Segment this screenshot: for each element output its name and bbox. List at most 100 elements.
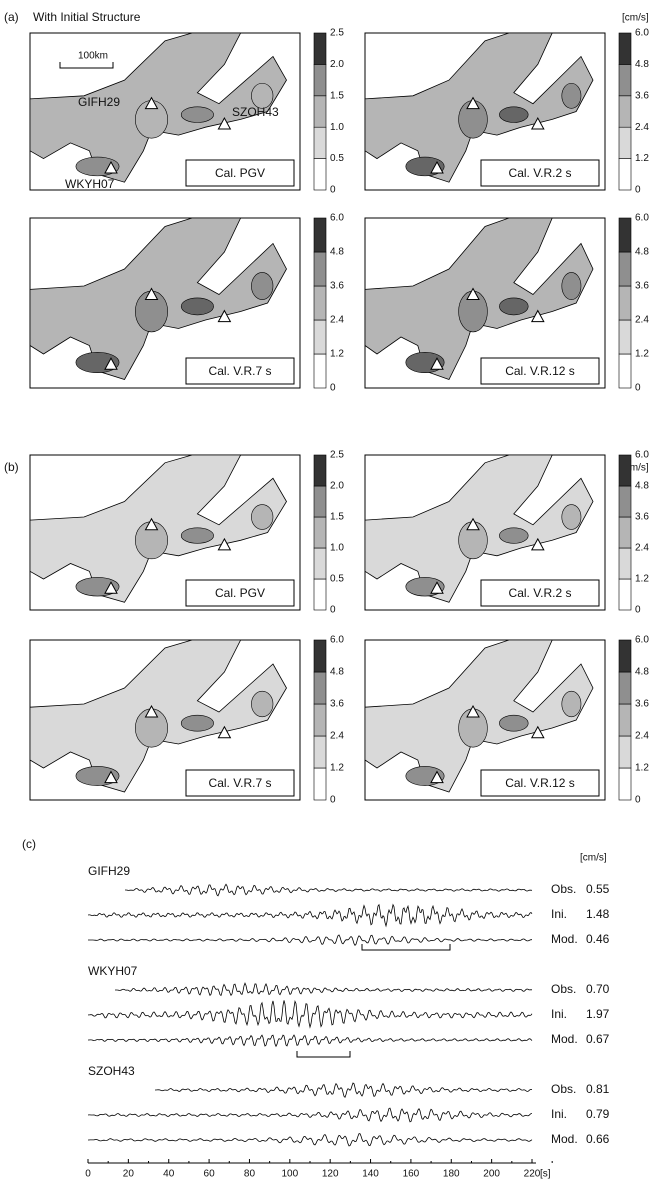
contour xyxy=(251,82,274,109)
colorbar-tick-label: 0 xyxy=(330,383,336,394)
map-label-box xyxy=(480,769,600,797)
station-marker xyxy=(144,287,159,300)
station-marker xyxy=(430,357,444,370)
station-name: WKYH07 xyxy=(88,964,138,978)
colorbar-tick-label: 3.6 xyxy=(635,512,649,523)
waveform xyxy=(87,903,533,928)
colorbar-tick-label: 4.8 xyxy=(330,667,344,678)
station-marker xyxy=(144,517,159,531)
map-label: Cal. PGV xyxy=(215,166,265,180)
window-bracket xyxy=(361,944,451,951)
map-label-box xyxy=(185,769,295,797)
colorbar-tick-label: 3.6 xyxy=(635,90,649,101)
trace-kind: Ini. xyxy=(551,1107,567,1121)
colorbar-tick-label: 0 xyxy=(330,605,336,616)
colorbar-segment xyxy=(313,767,327,801)
colorbar-segment xyxy=(313,217,327,253)
contour xyxy=(180,527,214,544)
contour xyxy=(134,100,169,139)
contour xyxy=(458,521,488,560)
colorbar-tick-label: 1.5 xyxy=(330,90,344,101)
trace-amplitude: 0.79 xyxy=(586,1107,610,1121)
contour xyxy=(251,690,274,718)
colorbar-tick-label: 4.8 xyxy=(635,667,649,678)
colorbar-tick-label: 1.2 xyxy=(330,349,344,360)
window-bracket xyxy=(296,1051,351,1058)
time-tick-label: 40 xyxy=(163,1169,175,1180)
colorbar-segment xyxy=(618,353,632,389)
colorbar-segment xyxy=(618,671,632,705)
colorbar-tick-label: 6.0 xyxy=(330,635,344,646)
map-label: Cal. V.R.12 s xyxy=(505,776,575,790)
station-marker xyxy=(217,725,232,739)
scale-bar xyxy=(59,62,114,69)
trace-amplitude: 0.70 xyxy=(586,982,610,996)
colorbar-tick-label: 1.2 xyxy=(635,763,649,774)
panel-label: (a) xyxy=(4,10,19,24)
colorbar-segment xyxy=(313,158,327,191)
waveform xyxy=(88,1133,533,1147)
station-marker xyxy=(530,725,545,739)
colorbar-segment xyxy=(313,32,327,65)
colorbar-segment xyxy=(618,64,632,97)
contour xyxy=(561,272,582,300)
station-marker xyxy=(104,770,118,784)
colorbar-tick-label: 2.0 xyxy=(330,59,344,70)
colorbar-segment xyxy=(618,126,632,159)
trace-kind: Obs. xyxy=(551,982,576,996)
trace-amplitude: 1.48 xyxy=(586,907,610,921)
colorbar-segment xyxy=(313,285,327,321)
time-tick-label: 100 xyxy=(281,1169,298,1180)
waveform xyxy=(115,982,533,997)
contour xyxy=(499,714,529,732)
waveform xyxy=(87,1107,533,1123)
time-unit: [s] xyxy=(540,1169,551,1180)
contour xyxy=(499,106,529,123)
map-label-box xyxy=(185,579,295,607)
station-marker xyxy=(217,309,232,323)
station-marker xyxy=(217,537,232,551)
contour xyxy=(134,708,169,748)
waveform xyxy=(125,883,533,897)
time-tick-label: 20 xyxy=(123,1169,135,1180)
colorbar-segment xyxy=(313,671,327,705)
contour xyxy=(561,690,582,718)
contour xyxy=(499,527,529,544)
station-name: SZOH43 xyxy=(88,1064,135,1078)
map: Cal. V.R.2 s 0 1.2 2.4 3.6 4.8 6.0 xyxy=(364,28,649,196)
trace-amplitude: 0.55 xyxy=(586,882,610,896)
waveform xyxy=(87,1000,533,1029)
station-marker xyxy=(104,160,118,174)
time-tick-label: 60 xyxy=(204,1169,216,1180)
waveform xyxy=(88,934,532,946)
colorbar-tick-label: 1.2 xyxy=(635,349,649,360)
colorbar-segment xyxy=(313,547,327,580)
map-label-box xyxy=(480,579,600,607)
map-label-box xyxy=(480,159,600,187)
colorbar-tick-label: 0.5 xyxy=(330,153,344,164)
colorbar-tick-label: 1.0 xyxy=(330,543,344,554)
station-marker xyxy=(144,96,159,110)
colorbar-tick-label: 0 xyxy=(635,185,641,196)
colorbar-segment xyxy=(618,703,632,737)
colorbar-tick-label: 4.8 xyxy=(330,247,344,258)
station-marker xyxy=(144,704,159,718)
colorbar-segment xyxy=(618,547,632,580)
contour xyxy=(561,504,582,530)
map: Cal. V.R.12 s 0 1.2 2.4 3.6 4.8 6.0 xyxy=(364,635,649,806)
colorbar-segment xyxy=(313,251,327,287)
colorbar-tick-label: 2.4 xyxy=(635,543,649,554)
colorbar-segment xyxy=(313,64,327,97)
colorbar-tick-label: 2.4 xyxy=(330,315,344,326)
contour xyxy=(561,82,582,109)
colorbar-segment xyxy=(313,95,327,128)
colorbar-tick-label: 6.0 xyxy=(635,635,649,646)
time-tick-label: 180 xyxy=(443,1169,460,1180)
contour xyxy=(251,504,274,530)
colorbar-segment xyxy=(313,516,327,549)
colorbar-segment xyxy=(618,485,632,518)
contour xyxy=(180,106,214,123)
station-marker xyxy=(530,309,545,323)
colorbar-segment xyxy=(618,95,632,128)
colorbar-segment xyxy=(618,158,632,191)
